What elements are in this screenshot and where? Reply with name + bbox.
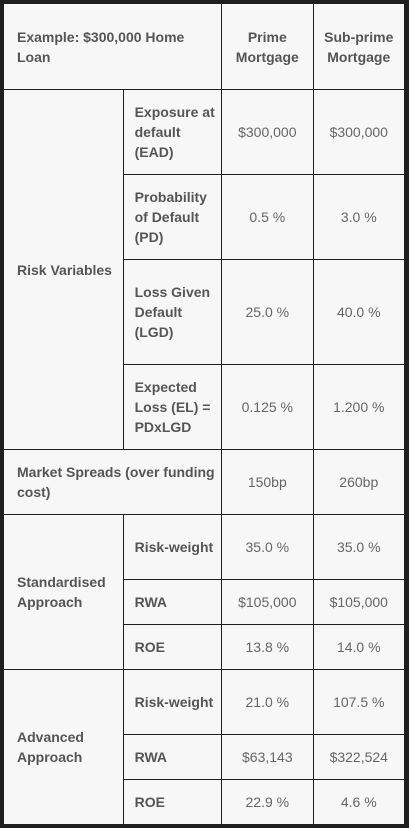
table-row: Probability of Default (PD) 0.5 % 3.0 % — [4, 175, 404, 259]
table-row: Standardised Approach Risk-weight 35.0 %… — [4, 515, 404, 669]
risk-variables-label: Risk Variables — [4, 90, 123, 449]
cell-std-roe-prime: 13.8 % — [222, 625, 313, 669]
cell-adv-rwa-prime: $63,143 — [222, 735, 313, 779]
advanced-approach-label: Advanced Approach — [4, 670, 123, 824]
standardised-approach-label: Standardised Approach — [4, 515, 123, 669]
column-header-subprime: Sub-prime Mortgage — [313, 4, 404, 89]
row-label-std-roe: ROE — [123, 625, 222, 669]
table-row: RWA $63,143 $322,524 — [4, 735, 404, 779]
cell-std-rwa-subprime: $105,000 — [313, 580, 404, 624]
table-row: Advanced Approach Risk-weight 21.0 % 107… — [4, 670, 404, 824]
row-label-adv-rwa: RWA — [123, 735, 222, 779]
table-row: ROE 13.8 % 14.0 % — [4, 625, 404, 669]
cell-ead-prime: $300,000 — [222, 90, 313, 174]
table-row: Expected Loss (EL) = PDxLGD 0.125 % 1.20… — [4, 365, 404, 449]
table-row: Market Spreads (over funding cost) 150bp… — [4, 450, 404, 514]
cell-adv-rwa-subprime: $322,524 — [313, 735, 404, 779]
table-header-row: Example: $300,000 Home Loan Prime Mortga… — [4, 4, 404, 89]
cell-adv-roe-prime: 22.9 % — [222, 780, 313, 824]
cell-std-rw-subprime: 35.0 % — [313, 515, 404, 579]
cell-std-rw-prime: 35.0 % — [222, 515, 313, 579]
market-spreads-label: Market Spreads (over funding cost) — [4, 450, 222, 514]
cell-lgd-subprime: 40.0 % — [313, 260, 404, 364]
cell-pd-prime: 0.5 % — [222, 175, 313, 259]
cell-el-subprime: 1.200 % — [313, 365, 404, 449]
example-label: Example: $300,000 Home Loan — [4, 4, 222, 89]
row-label-std-rwa: RWA — [123, 580, 222, 624]
row-label-std-risk-weight: Risk-weight — [123, 515, 222, 579]
table-row: Risk Variables Exposure at default (EAD)… — [4, 90, 404, 449]
mortgage-comparison-table: Example: $300,000 Home Loan Prime Mortga… — [3, 3, 405, 825]
cell-ead-subprime: $300,000 — [313, 90, 404, 174]
table-row: ROE 22.9 % 4.6 % — [4, 780, 404, 824]
cell-std-roe-subprime: 14.0 % — [313, 625, 404, 669]
cell-spread-subprime: 260bp — [313, 450, 404, 514]
cell-el-prime: 0.125 % — [222, 365, 313, 449]
cell-adv-rw-subprime: 107.5 % — [313, 670, 404, 734]
cell-std-rwa-prime: $105,000 — [222, 580, 313, 624]
row-label-ead: Exposure at default (EAD) — [123, 90, 222, 174]
row-label-lgd: Loss Given Default (LGD) — [123, 260, 222, 364]
column-header-prime: Prime Mortgage — [222, 4, 313, 89]
table-row: RWA $105,000 $105,000 — [4, 580, 404, 624]
table-row: Loss Given Default (LGD) 25.0 % 40.0 % — [4, 260, 404, 364]
cell-pd-subprime: 3.0 % — [313, 175, 404, 259]
row-label-pd: Probability of Default (PD) — [123, 175, 222, 259]
cell-lgd-prime: 25.0 % — [222, 260, 313, 364]
cell-adv-roe-subprime: 4.6 % — [313, 780, 404, 824]
row-label-el: Expected Loss (EL) = PDxLGD — [123, 365, 222, 449]
cell-adv-rw-prime: 21.0 % — [222, 670, 313, 734]
row-label-adv-risk-weight: Risk-weight — [123, 670, 222, 734]
cell-spread-prime: 150bp — [222, 450, 313, 514]
row-label-adv-roe: ROE — [123, 780, 222, 824]
